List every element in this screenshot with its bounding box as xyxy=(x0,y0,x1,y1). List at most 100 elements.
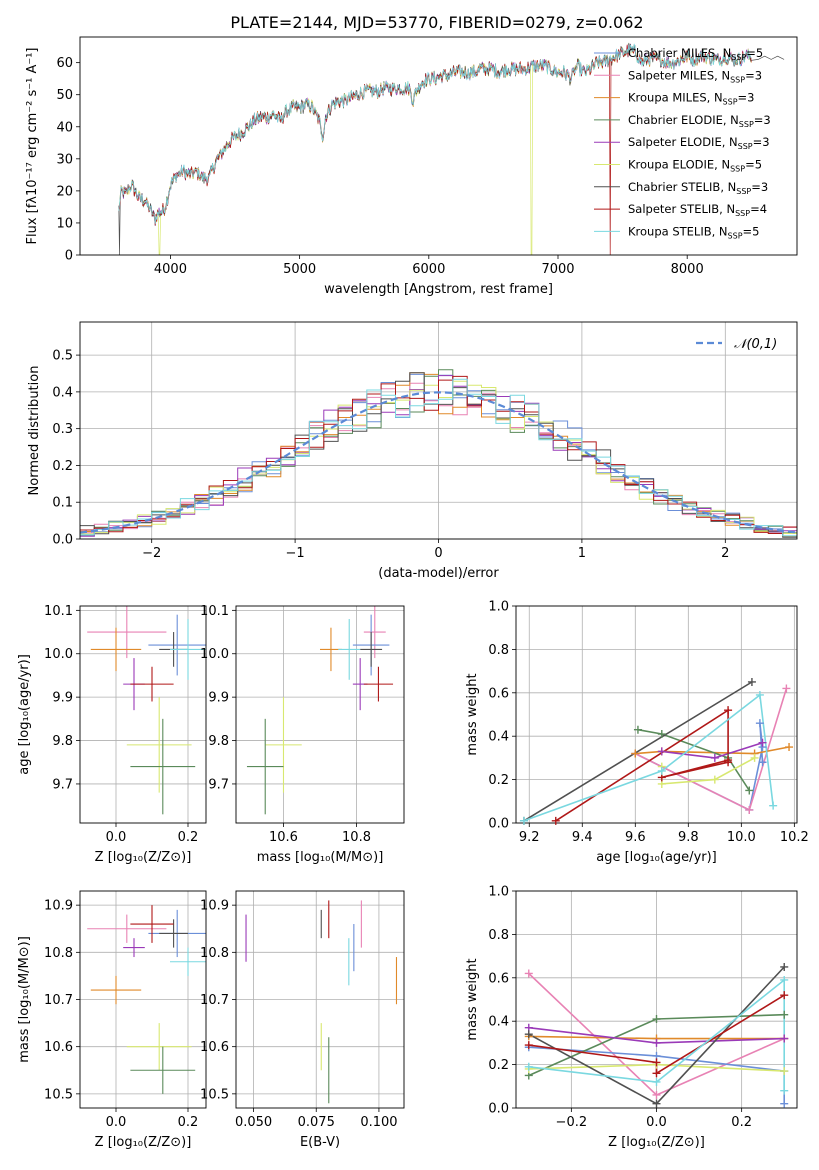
weight-marker xyxy=(710,753,719,762)
panel-spectrum: 4000 5000 6000 7000 8000 0 10 20 30 40 50 60 wavelen… xyxy=(25,36,798,297)
x-tick-label: 5000 xyxy=(283,262,316,277)
y-tick-label: 0.2 xyxy=(488,1058,509,1073)
weight-marker xyxy=(780,1086,789,1095)
weight-marker xyxy=(710,775,719,784)
legend-entry: Chabrier STELIB, NSSP=3 xyxy=(628,180,768,196)
legend-entry: 𝒩(0,1) xyxy=(734,337,777,352)
panel-residual_hist: −2 −1 0 1 2 0.0 0.1 0.2 0.3 0.4 0.5 (data-model)/er… xyxy=(27,321,798,581)
x-tick-label: 0.2 xyxy=(731,1115,752,1130)
y-tick-label: 0.6 xyxy=(488,686,509,701)
axes-frame xyxy=(235,605,405,824)
weight-marker xyxy=(657,730,666,739)
x-tick-label: 0 xyxy=(434,546,442,561)
y-tick-label: 0.0 xyxy=(488,1102,509,1117)
weight-marker xyxy=(782,684,791,693)
panel-mass_age: 10.6 10.8 9.7 9.8 9.9 10.0 10.1 mass [log₁₀(M/M… xyxy=(200,604,405,865)
y-tick-label: 10.1 xyxy=(44,604,73,619)
weight-marker xyxy=(780,1010,789,1019)
x-tick-label: 4000 xyxy=(154,262,187,277)
y-tick-label: 10.8 xyxy=(44,946,73,961)
y-tick-label: 10.1 xyxy=(200,604,229,619)
panel-Z_weights: −0.2 0.0 0.2 0.0 0.2 0.4 0.6 0.8 1.0 Z [log₁₀(Z/Z… xyxy=(465,885,798,1150)
weight-marker xyxy=(780,991,789,1000)
x-tick-label: 0.0 xyxy=(106,1115,127,1130)
weight-marker xyxy=(524,969,533,978)
weight-marker xyxy=(785,743,794,752)
plot-area-mass_age xyxy=(246,606,394,815)
x-axis-label: Z [log₁₀(Z/Z⊙)] xyxy=(608,1135,705,1150)
weight-marker xyxy=(780,962,789,971)
y-tick-label: 50 xyxy=(56,88,73,103)
legend-entry: Salpeter ELODIE, NSSP=3 xyxy=(628,135,770,151)
plot-layer: 4000 5000 6000 7000 80000102030405060wavelen… xyxy=(17,36,809,1150)
x-tick-label: 0.0 xyxy=(106,830,127,845)
weight-marker xyxy=(652,1058,661,1067)
y-tick-label: 20 xyxy=(56,184,73,199)
legend-entry: Kroupa STELIB, NSSP=5 xyxy=(628,224,759,240)
histogram-step xyxy=(80,378,797,539)
weight-marker xyxy=(758,738,767,747)
x-axis-label: wavelength [Angstrom, rest frame] xyxy=(324,282,553,297)
y-tick-label: 0.4 xyxy=(52,385,73,400)
weight-line xyxy=(635,746,790,755)
plot-area-Z_age xyxy=(87,606,206,815)
weight-marker xyxy=(745,786,754,795)
y-tick-label: 1.0 xyxy=(488,885,509,900)
x-tick-label: 10.2 xyxy=(780,830,809,845)
y-tick-label: 0.5 xyxy=(52,349,73,364)
weight-marker xyxy=(780,1067,789,1076)
y-tick-label: 60 xyxy=(56,56,73,71)
weight-marker xyxy=(633,725,642,734)
plot-area-Z_mass xyxy=(87,905,206,1094)
weight-line xyxy=(660,757,755,785)
x-tick-label: −1 xyxy=(286,546,305,561)
weight-marker xyxy=(652,1077,661,1086)
y-tick-label: 9.7 xyxy=(208,777,229,792)
axes-frame xyxy=(515,890,798,1109)
x-tick-label: 8000 xyxy=(671,262,704,277)
x-tick-label: 6000 xyxy=(412,262,445,277)
y-tick-label: 10 xyxy=(56,216,73,231)
weight-marker xyxy=(657,747,666,756)
panel-age_weights: 9.2 9.4 9.6 9.8 10.0 10.2 0.0 0.2 0.4 0.6 0.8 1.0 ag… xyxy=(465,600,809,866)
legend-entry: Salpeter MILES, NSSP=3 xyxy=(628,68,762,84)
y-tick-label: 0 xyxy=(65,249,73,264)
y-tick-label: 10.9 xyxy=(44,899,73,914)
x-axis-label: age [log₁₀(age/yr)] xyxy=(596,850,717,865)
x-tick-label: 9.8 xyxy=(678,830,699,845)
x-tick-label: 0.0 xyxy=(646,1115,667,1130)
weight-line xyxy=(523,693,774,822)
x-tick-label: 9.4 xyxy=(572,830,593,845)
y-tick-label: 10.6 xyxy=(44,1040,73,1055)
panel-Z_age: 0.0 0.2 9.7 9.8 9.9 10.0 10.1 Z [log₁₀(Z/Z⊙)] ag… xyxy=(17,604,207,865)
panel-Z_mass: 0.0 0.2 10.5 10.6 10.7 10.8 10.9 Z [log₁₀(Z/Z⊙)… xyxy=(17,890,207,1150)
weight-marker xyxy=(652,1090,661,1099)
y-tick-label: 0.3 xyxy=(52,422,73,437)
y-tick-label: 0.2 xyxy=(52,459,73,474)
y-tick-label: 10.8 xyxy=(200,946,229,961)
weight-marker xyxy=(769,801,778,810)
weight-marker xyxy=(524,1030,533,1039)
y-tick-label: 0.8 xyxy=(488,928,509,943)
legend-entry: Kroupa MILES, NSSP=3 xyxy=(628,91,754,107)
weight-marker xyxy=(551,816,560,825)
axes-frame xyxy=(235,890,405,1109)
y-tick-label: 0.6 xyxy=(488,971,509,986)
weight-marker xyxy=(758,758,767,767)
x-tick-label: 0.2 xyxy=(178,830,199,845)
normal-curve xyxy=(80,391,797,534)
y-tick-label: 10.5 xyxy=(44,1087,73,1102)
weight-marker xyxy=(780,1034,789,1043)
weight-line xyxy=(523,681,753,822)
weight-marker xyxy=(652,1038,661,1047)
axes-frame xyxy=(79,321,798,540)
x-axis-label: Z [log₁₀(Z/Z⊙)] xyxy=(95,850,192,865)
x-tick-label: 10.6 xyxy=(269,830,298,845)
y-tick-label: 0.4 xyxy=(488,1015,509,1030)
y-tick-label: 40 xyxy=(56,120,73,135)
panel-EBV_mass: 0.050 0.075 0.100 10.5 10.6 10.7 10.8 10.9 E(B-V… xyxy=(200,890,405,1150)
x-tick-label: 0.100 xyxy=(360,1115,397,1130)
x-axis-label: (data-model)/error xyxy=(378,566,499,581)
x-axis-label: Z [log₁₀(Z/Z⊙)] xyxy=(95,1135,192,1150)
legend-entry: Salpeter STELIB, NSSP=4 xyxy=(628,202,767,218)
